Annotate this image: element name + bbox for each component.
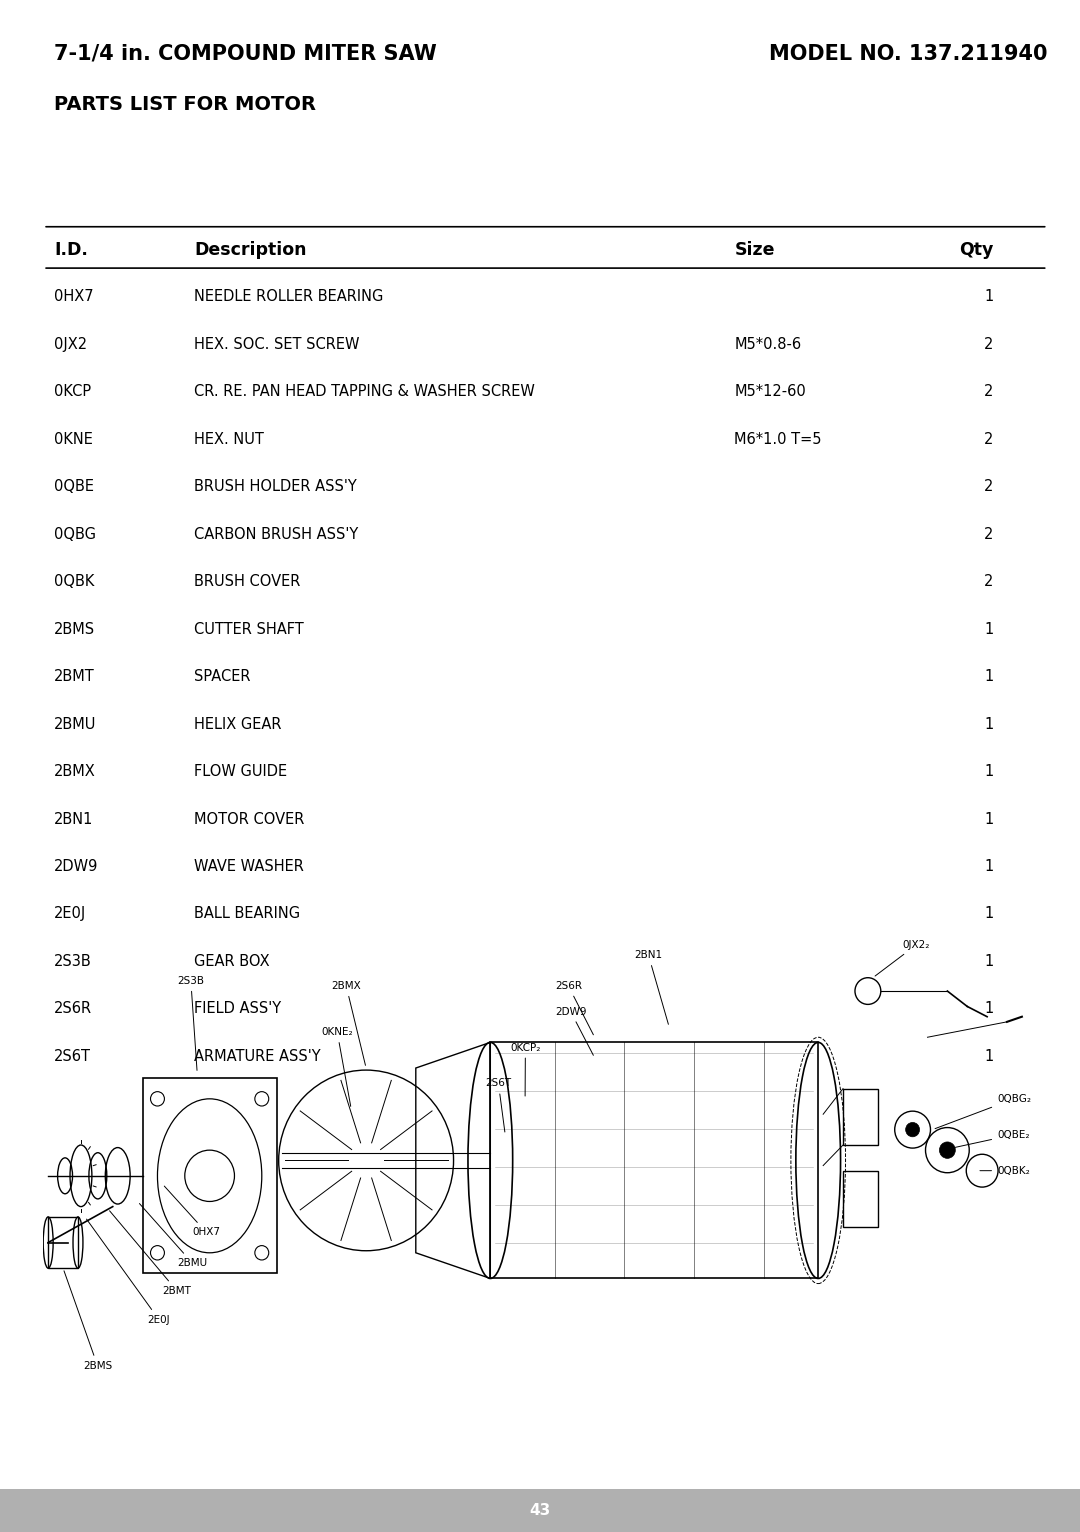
Text: 2: 2 <box>984 574 994 588</box>
Text: 0QBE: 0QBE <box>54 480 94 493</box>
Text: MODEL NO. 137.211940: MODEL NO. 137.211940 <box>769 43 1048 64</box>
Text: 2BMS: 2BMS <box>54 622 95 636</box>
Text: 2: 2 <box>984 432 994 446</box>
Text: 2S6R: 2S6R <box>555 980 593 1034</box>
Text: 1: 1 <box>984 1002 994 1016</box>
Text: 0KNE: 0KNE <box>54 432 93 446</box>
Bar <box>843 1170 878 1227</box>
Text: 2S6T: 2S6T <box>54 1049 91 1063</box>
Text: FIELD ASS'Y: FIELD ASS'Y <box>194 1002 282 1016</box>
Text: 1: 1 <box>984 859 994 873</box>
Text: 0QBE₂: 0QBE₂ <box>945 1129 1029 1149</box>
Bar <box>0 1489 1080 1532</box>
Text: GEAR BOX: GEAR BOX <box>194 954 270 968</box>
Text: 1: 1 <box>984 1049 994 1063</box>
Text: 2S6T: 2S6T <box>485 1079 512 1132</box>
Text: 1: 1 <box>984 669 994 683</box>
Text: 2BN1: 2BN1 <box>54 812 93 826</box>
Text: PARTS LIST FOR MOTOR: PARTS LIST FOR MOTOR <box>54 95 316 113</box>
Text: 2S6R: 2S6R <box>54 1002 92 1016</box>
Text: CR. RE. PAN HEAD TAPPING & WASHER SCREW: CR. RE. PAN HEAD TAPPING & WASHER SCREW <box>194 385 536 398</box>
Text: M6*1.0 T=5: M6*1.0 T=5 <box>734 432 822 446</box>
Circle shape <box>906 1123 919 1137</box>
Text: 1: 1 <box>984 812 994 826</box>
Text: 0JX2: 0JX2 <box>54 337 87 351</box>
Text: CUTTER SHAFT: CUTTER SHAFT <box>194 622 305 636</box>
Text: Description: Description <box>194 241 307 259</box>
Text: 2BN1: 2BN1 <box>634 950 669 1025</box>
Text: HEX. NUT: HEX. NUT <box>194 432 265 446</box>
Text: WAVE WASHER: WAVE WASHER <box>194 859 305 873</box>
Text: 7-1/4 in. COMPOUND MITER SAW: 7-1/4 in. COMPOUND MITER SAW <box>54 43 436 64</box>
Text: 0HX7: 0HX7 <box>164 1186 220 1238</box>
Text: 0QBK: 0QBK <box>54 574 94 588</box>
Text: 2E0J: 2E0J <box>86 1219 171 1325</box>
Text: MOTOR COVER: MOTOR COVER <box>194 812 305 826</box>
Text: 1: 1 <box>984 954 994 968</box>
Text: 0QBG: 0QBG <box>54 527 96 541</box>
Text: 2BMS: 2BMS <box>64 1272 112 1371</box>
Text: 1: 1 <box>984 764 994 778</box>
Text: 1: 1 <box>984 290 994 303</box>
Text: M5*12-60: M5*12-60 <box>734 385 806 398</box>
Text: SPACER: SPACER <box>194 669 251 683</box>
Text: I.D.: I.D. <box>54 241 87 259</box>
Text: BALL BEARING: BALL BEARING <box>194 907 300 921</box>
Bar <box>843 1089 878 1144</box>
Text: 1: 1 <box>984 622 994 636</box>
Text: 2: 2 <box>984 337 994 351</box>
Text: 0HX7: 0HX7 <box>54 290 94 303</box>
Text: 2DW9: 2DW9 <box>54 859 98 873</box>
Text: 1: 1 <box>984 717 994 731</box>
Text: 0QBK₂: 0QBK₂ <box>980 1166 1030 1175</box>
Text: 2: 2 <box>984 385 994 398</box>
Text: 2S3B: 2S3B <box>54 954 92 968</box>
Text: 43: 43 <box>529 1503 551 1518</box>
Text: 2: 2 <box>984 480 994 493</box>
Text: BRUSH HOLDER ASS'Y: BRUSH HOLDER ASS'Y <box>194 480 357 493</box>
Text: 2BMT: 2BMT <box>54 669 95 683</box>
Text: 2BMX: 2BMX <box>54 764 96 778</box>
Text: 0QBG₂: 0QBG₂ <box>935 1094 1031 1129</box>
Text: Size: Size <box>734 241 775 259</box>
Text: ARMATURE ASS'Y: ARMATURE ASS'Y <box>194 1049 321 1063</box>
Text: 0KCP₂: 0KCP₂ <box>510 1042 541 1095</box>
Text: Qty: Qty <box>959 241 994 259</box>
Text: BRUSH COVER: BRUSH COVER <box>194 574 300 588</box>
Text: CARBON BRUSH ASS'Y: CARBON BRUSH ASS'Y <box>194 527 359 541</box>
Text: M5*0.8-6: M5*0.8-6 <box>734 337 801 351</box>
Text: 2BMT: 2BMT <box>109 1210 191 1296</box>
Text: 2BMX: 2BMX <box>332 980 365 1065</box>
Text: HEX. SOC. SET SCREW: HEX. SOC. SET SCREW <box>194 337 360 351</box>
Text: 2: 2 <box>984 527 994 541</box>
Text: 2DW9: 2DW9 <box>555 1007 593 1056</box>
Text: FLOW GUIDE: FLOW GUIDE <box>194 764 287 778</box>
Text: HELIX GEAR: HELIX GEAR <box>194 717 282 731</box>
Text: 0JX2₂: 0JX2₂ <box>875 939 930 976</box>
Text: 1: 1 <box>984 907 994 921</box>
Text: 2S3B: 2S3B <box>177 976 204 1071</box>
Text: 2BMU: 2BMU <box>139 1204 207 1268</box>
Text: NEEDLE ROLLER BEARING: NEEDLE ROLLER BEARING <box>194 290 383 303</box>
Text: 0KCP: 0KCP <box>54 385 91 398</box>
Circle shape <box>940 1141 956 1158</box>
Text: 2BMU: 2BMU <box>54 717 96 731</box>
Text: 0KNE₂: 0KNE₂ <box>322 1026 353 1106</box>
Text: 2E0J: 2E0J <box>54 907 86 921</box>
